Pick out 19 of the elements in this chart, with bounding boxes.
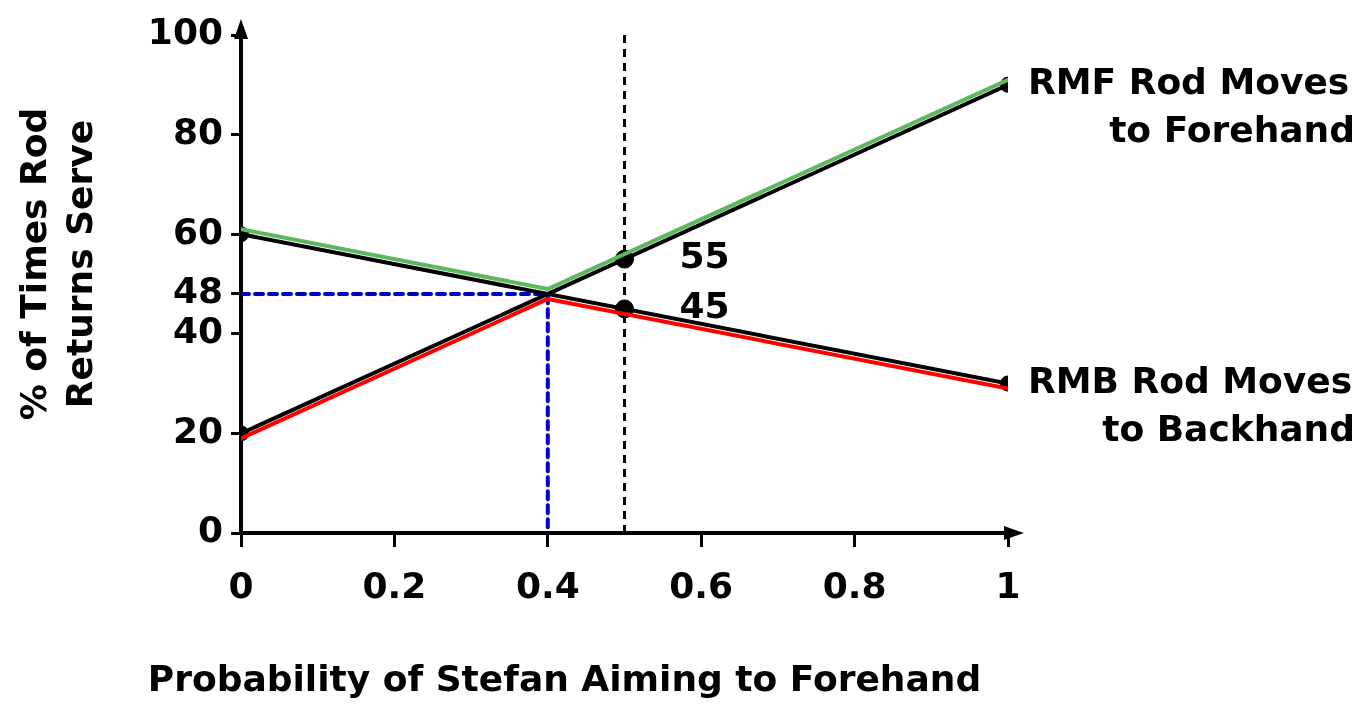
x-tick-label: 0.4 [515, 564, 580, 606]
x-tick-label: 0 [228, 564, 254, 606]
x-tick-label: 1 [995, 564, 1021, 606]
x-tick-label: 0.2 [362, 564, 427, 606]
x-axis-title: Probability of Stefan Aiming to Forehand [147, 658, 982, 700]
series-label: RMB Rod Moves to Backhand [1028, 359, 1355, 449]
y-tick-label: 48 [172, 270, 223, 312]
y-tick-label: 60 [172, 210, 223, 252]
y-tick-label: 0 [197, 509, 223, 551]
y-tick-label: 100 [147, 11, 223, 53]
annotation: 55 [679, 235, 730, 277]
y-tick-label: 20 [172, 409, 223, 451]
y-axis-title: % of Times Rod Returns Serve [13, 107, 101, 421]
annotation: 45 [679, 285, 730, 327]
x-tick-label: 0.8 [822, 564, 887, 606]
y-tick-label: 80 [172, 110, 223, 152]
x-tick-label: 0.6 [669, 564, 734, 606]
series-label: RMF Rod Moves to Forehand [1028, 61, 1355, 151]
y-tick-label: 40 [172, 310, 223, 352]
